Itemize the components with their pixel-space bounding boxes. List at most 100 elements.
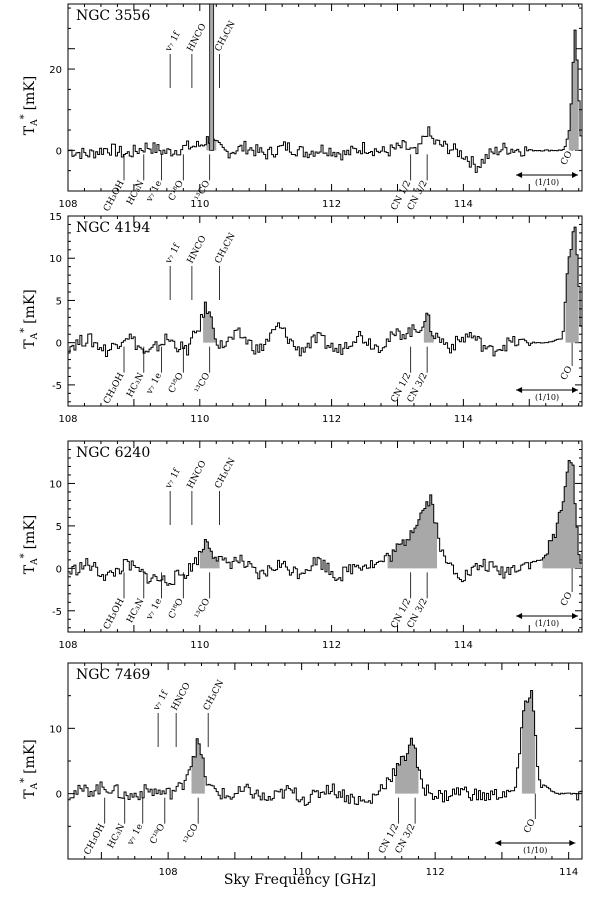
emission-fill [387,494,438,569]
arrow-head-left [516,613,523,619]
line-label-above: v₇ 1f [163,30,182,54]
line-label-below: CH₃OH [102,179,127,213]
x-tick-label: 110 [292,867,311,878]
y-axis-title-sup: * [19,328,30,333]
panel-3: 108 110 112 114 -5 0 5 10 TA* [mK] NGC 6240 v₇ 1f HN… [19,440,583,651]
plot-frame [67,662,583,860]
y-axis-title-main: T [22,339,38,349]
y-axis-title-unit: [mK] [22,76,38,111]
plot-frame [67,3,583,192]
y-axis-title-sup: * [19,778,30,783]
arrow-head-left [516,387,523,393]
y-axis-title-unit: [mK] [22,515,38,550]
y-tick-label: -5 [52,607,62,618]
y-axis-title-unit: [mK] [22,739,38,774]
y-axis-title-sub: A [30,558,40,566]
x-tick-label: 110 [190,199,209,210]
plot-frame [67,440,583,633]
spectrum-line [68,29,582,173]
y-tick-label: 5 [56,522,62,533]
arrow-head-right [569,840,576,846]
emission-fill [199,539,220,569]
spectrum-line [68,226,582,358]
x-tick-label: 108 [58,414,77,425]
y-tick-label: 0 [56,146,62,157]
line-label-below: ¹³CO [193,371,212,395]
x-tick-label: 110 [190,414,209,425]
emission-fill [395,738,419,794]
arrow-head-right [572,387,578,393]
y-axis-title: TA* [mK] [19,289,40,349]
scale-note: (1/10) [535,178,559,187]
y-tick-label: 20 [49,65,62,76]
line-label-above: v₇ 1f [151,689,170,713]
line-label-above: v₇ 1f [163,242,182,266]
emission-fill [565,227,579,343]
y-axis-title-main: T [22,564,38,574]
line-label-above: CH₃CN [202,678,226,712]
y-tick-label: 0 [56,339,62,350]
line-label-below: CH₃OH [102,597,127,631]
line-label-below: C¹⁸O [167,597,186,621]
y-axis-title-main: T [22,789,38,799]
x-tick-label: 114 [454,414,473,425]
off-scale-peak [209,3,215,151]
x-tick-label: 108 [58,199,77,210]
line-label-below: ¹³CO [182,822,201,846]
line-label-below: CO [522,818,538,835]
y-axis-title: TA* [mK] [19,515,40,575]
line-label-below: v₇ 1e [144,179,164,205]
line-label-above: v₇ 1f [163,467,182,491]
y-axis-title-sub: A [30,119,40,127]
x-tick-label: 108 [58,640,77,651]
emission-fill [191,738,205,794]
y-tick-label: 10 [49,724,62,735]
x-tick-label: 112 [322,414,341,425]
panel-2: 108 110 112 114 -5 0 5 10 15 TA* [mK] NGC 4194 v₇ 1f… [19,212,583,425]
line-label-above: CH₃CN [213,456,237,490]
y-axis-title: TA* [mK] [19,76,40,136]
y-tick-label: 5 [56,296,62,307]
line-label-above: HNCO [186,234,209,265]
y-tick-label: 10 [49,254,62,265]
y-axis-title-main: T [22,125,38,135]
spectrum-line [68,689,583,806]
line-label-above: CH₃CN [213,231,237,265]
y-axis-title: TA* [mK] [19,739,40,799]
x-axis-title: Sky Frequency [GHz] [224,872,376,888]
line-label-above: HNCO [186,22,209,53]
line-label-below: HC₃N [125,179,146,207]
y-tick-label: -5 [52,381,62,392]
x-tick-label: 112 [322,199,341,210]
x-tick-label: 114 [454,640,473,651]
y-axis-title-sup: * [19,114,30,119]
x-tick-label: 114 [454,199,473,210]
line-label-below: CH₃OH [102,371,127,405]
y-axis-title-sub: A [30,332,40,340]
line-label-above: HNCO [170,681,193,712]
line-label-below: ¹³CO [193,597,212,621]
line-label-below: HC₃N [125,597,146,625]
line-label-below: HC₃N [106,822,127,850]
arrow-head-left [516,172,523,178]
scale-note: (1/10) [523,846,547,855]
y-axis-title-unit: [mK] [22,289,38,324]
line-label-below: v₇ 1e [144,597,164,623]
panel-title: NGC 4194 [76,220,150,236]
emission-fill [542,460,582,569]
x-tick-label: 112 [426,867,445,878]
line-label-above: CH₃CN [213,19,237,53]
line-label-below: CO [559,365,575,382]
arrow-head-right [572,613,578,619]
spectrum-line [68,459,582,586]
line-label-below: C¹⁸O [167,371,186,395]
y-tick-label: 15 [49,212,62,223]
line-label-below: CH₃OH [83,822,108,856]
line-label-below: C¹⁸O [149,822,168,846]
y-tick-label: 10 [49,479,62,490]
plot-frame [67,215,583,407]
panel-title: NGC 6240 [76,445,150,461]
